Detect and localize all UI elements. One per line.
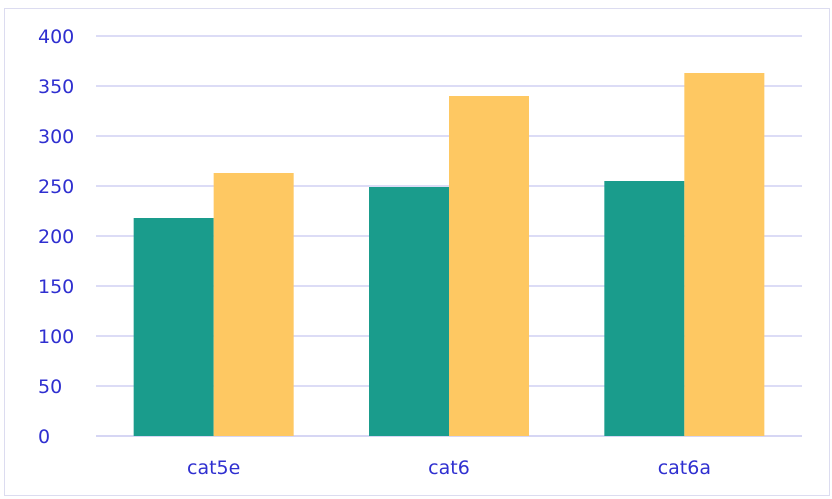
y-tick-label: 150 — [38, 276, 74, 298]
bar-series-2-cat6 — [449, 96, 529, 436]
bar-series-1-cat6 — [369, 187, 449, 436]
bar-series-1-cat6a — [604, 181, 685, 436]
x-tick-label: cat5e — [187, 457, 240, 479]
bar-series-2-cat6a — [684, 73, 765, 436]
bar-series-2-cat5e — [213, 173, 294, 436]
y-tick-label: 250 — [38, 176, 74, 198]
y-tick-label: 400 — [38, 26, 74, 48]
x-tick-label: cat6 — [428, 457, 470, 479]
y-tick-label: 0 — [38, 426, 50, 448]
x-tick-label: cat6a — [658, 457, 711, 479]
y-tick-label: 300 — [38, 126, 74, 148]
y-axis-ticks: 0 50 100 150 200 250 300 350 400 — [38, 26, 74, 448]
x-axis-ticks: cat5e cat6 cat6a — [187, 457, 711, 479]
y-tick-label: 50 — [38, 376, 62, 398]
bar-series-1-cat5e — [133, 218, 214, 436]
y-tick-label: 100 — [38, 326, 74, 348]
y-tick-label: 350 — [38, 76, 74, 98]
bars — [133, 73, 765, 436]
y-tick-label: 200 — [38, 226, 74, 248]
